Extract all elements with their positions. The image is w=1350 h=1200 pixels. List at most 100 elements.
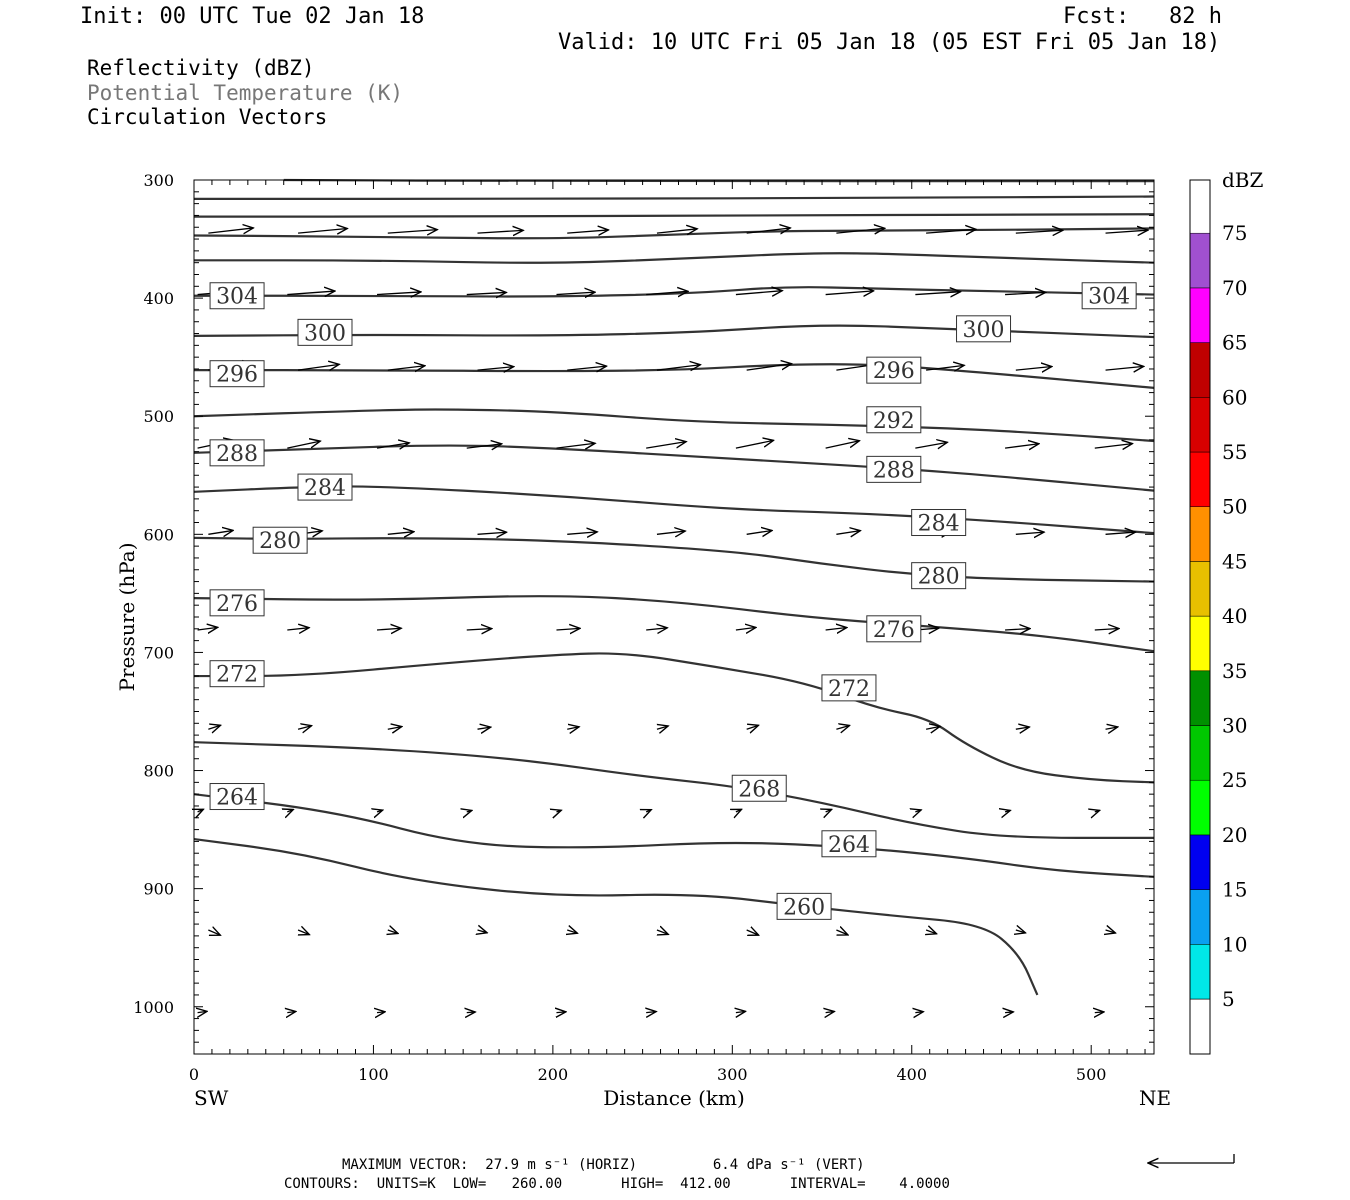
contour-label-box: [209, 589, 265, 617]
contour-label-box: [209, 282, 265, 310]
x-tick-label: 200: [538, 1065, 569, 1084]
colorbar-label-20: 20: [1222, 823, 1247, 847]
circulation-vector: [208, 228, 253, 233]
circulation-vector: [197, 627, 218, 630]
y-tick-label: 900: [143, 880, 174, 899]
contour-label-box: [866, 615, 922, 643]
contour-label-264: 264: [828, 833, 870, 858]
colorbar-cell-bottom: [1189, 998, 1211, 1055]
circulation-vector: [1094, 628, 1119, 629]
colorbar-label-30: 30: [1222, 714, 1247, 738]
circulation-vector: [1005, 629, 1030, 630]
colorbar-label-60: 60: [1222, 385, 1247, 409]
circulation-vector: [736, 1011, 746, 1012]
circulation-vector: [556, 810, 561, 812]
contour-label-292: 292: [873, 409, 915, 434]
x-tick-label: 400: [896, 1065, 927, 1084]
y-tick-label: 400: [143, 289, 174, 308]
circulation-vector: [387, 532, 414, 535]
contour-label-box: [252, 526, 308, 554]
contour-label-box: [821, 830, 877, 858]
colorbar-frame: [1189, 179, 1211, 1055]
circulation-vector: [567, 727, 579, 729]
circulation-vector: [657, 930, 668, 934]
contour-label-box: [866, 455, 922, 483]
circulation-vector: [287, 810, 293, 812]
circulation-vector: [556, 443, 595, 448]
theta-contour-304: [194, 286, 1155, 298]
colorbar-label-10: 10: [1222, 932, 1247, 956]
theta-contour-272: [194, 652, 1155, 784]
circulation-vector: [387, 366, 425, 370]
x-tick-label: 300: [717, 1065, 748, 1084]
circulation-vector: [198, 809, 204, 812]
circulation-vector: [746, 228, 791, 233]
circulation-vector: [646, 442, 686, 449]
colorbar-cell-15: [1189, 834, 1211, 890]
circulation-vector: [915, 292, 960, 295]
circulation-vector: [656, 229, 697, 233]
x-tick-label: 500: [1076, 1065, 1107, 1084]
circulation-vector: [656, 365, 700, 370]
theta-contour-288: [193, 444, 1155, 492]
colorbar-label-25: 25: [1222, 768, 1247, 792]
circulation-vector: [915, 442, 947, 448]
colorbar-cell-5: [1189, 944, 1211, 1000]
colorbar-cell-70: [1189, 232, 1211, 289]
x-end-label-ne: NE: [1139, 1086, 1171, 1110]
circulation-vector: [1005, 292, 1046, 294]
x-axis-title: Distance (km): [603, 1086, 745, 1110]
contour-label-288: 288: [873, 458, 915, 483]
circulation-vector: [467, 1012, 475, 1013]
circulation-vector: [376, 628, 401, 630]
circulation-vector: [287, 1012, 295, 1013]
field-potential-temperature: Potential Temperature (K): [87, 81, 404, 105]
colorbar-cell-60: [1189, 342, 1211, 398]
circulation-vector: [646, 628, 667, 630]
contour-label-296: 296: [873, 359, 915, 384]
circulation-vector: [208, 725, 220, 729]
contour-label-288: 288: [216, 442, 258, 467]
circulation-vector: [297, 930, 309, 935]
circulation-vector: [825, 291, 874, 295]
circulation-vector: [926, 365, 964, 370]
circulation-vector: [646, 291, 688, 294]
colorbar-cell-20: [1189, 779, 1211, 836]
contour-label-280: 280: [918, 565, 960, 590]
circulation-vector: [1095, 1012, 1104, 1013]
circulation-vector: [287, 441, 320, 449]
contour-label-layer: 260 264 264 268 272 272 276 276 280 280 284 284 288 2…: [209, 282, 1137, 920]
y-tick-label: 800: [143, 762, 174, 781]
circulation-vector: [467, 810, 472, 811]
circulation-vector: [387, 727, 402, 730]
contour-label-296: 296: [216, 363, 258, 388]
circulation-vector: [736, 809, 742, 812]
circulation-vector: [297, 364, 339, 370]
circulation-vector: [287, 628, 309, 630]
circulation-vector: [478, 930, 488, 933]
circulation-vector: [826, 809, 832, 811]
contour-label-box: [731, 774, 787, 802]
circulation-vector: [388, 930, 398, 934]
circulation-vector: [1105, 727, 1118, 729]
forecast-hour: Fcst: 82 h: [1063, 4, 1222, 29]
circulation-vector: [556, 292, 595, 294]
circulation-vector: [466, 629, 492, 630]
circulation-vector: [1094, 444, 1133, 448]
circulation-vector: [836, 726, 849, 730]
theta-contour-308: [193, 252, 1155, 264]
circulation-vector: [1106, 930, 1116, 933]
contour-label-box: [209, 439, 265, 467]
circulation-vector: [1004, 444, 1039, 448]
y-tick-label: 500: [143, 407, 174, 426]
field-circulation-vectors: Circulation Vectors: [87, 105, 328, 129]
circulation-vector: [1016, 930, 1026, 933]
contour-label-268: 268: [738, 777, 780, 802]
contour-label-272: 272: [216, 663, 258, 688]
circulation-vector: [297, 726, 312, 729]
contour-layer: [193, 178, 1155, 996]
contour-label-280: 280: [259, 529, 301, 554]
x-end-label-sw: SW: [194, 1086, 229, 1110]
circulation-vector: [656, 531, 685, 534]
colorbar-label-50: 50: [1222, 495, 1247, 519]
